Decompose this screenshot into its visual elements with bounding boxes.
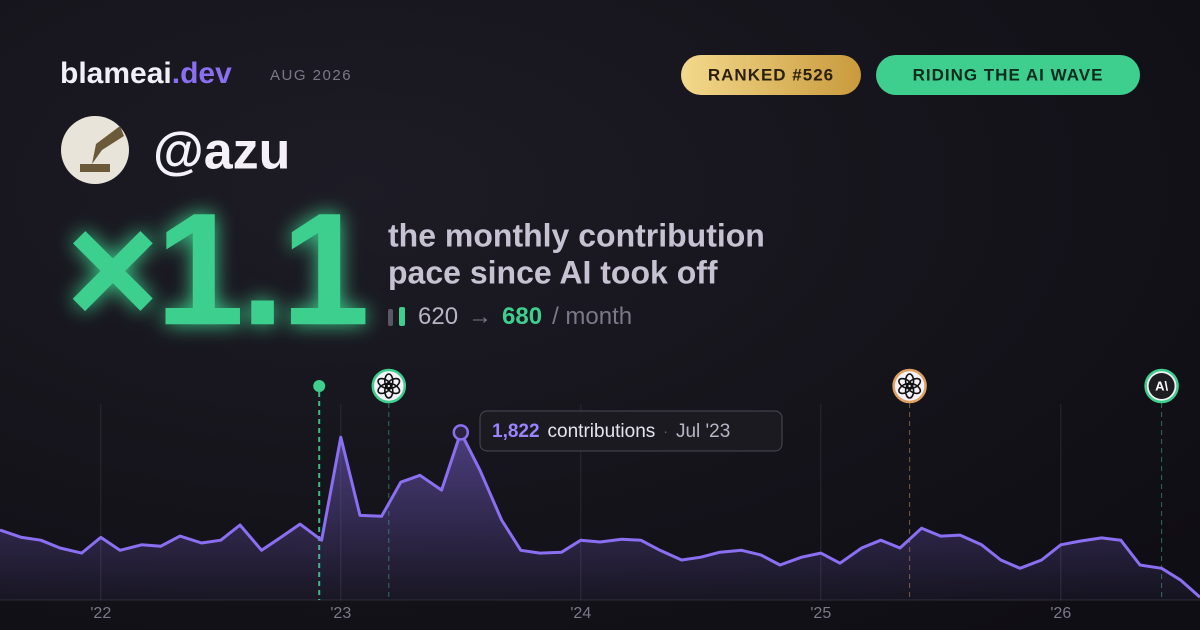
arrow: → bbox=[468, 303, 492, 330]
site-suffix: .dev bbox=[172, 57, 232, 90]
tooltip-sep: · bbox=[663, 423, 668, 439]
status-badge bbox=[876, 55, 1140, 95]
x-tick-label: '24 bbox=[570, 605, 591, 622]
x-tick-label: '26 bbox=[1050, 605, 1071, 622]
rank-badge-text: RANKED #526 bbox=[708, 65, 834, 84]
caption-line: pace since AI took off bbox=[388, 254, 718, 290]
rank-badge bbox=[681, 55, 861, 95]
unit: / month bbox=[552, 303, 632, 330]
caption-line: the monthly contribution bbox=[388, 217, 765, 253]
highlight-point bbox=[452, 424, 470, 441]
handle: @azu bbox=[153, 123, 290, 181]
pace-stats: 620 → 680 / month bbox=[418, 303, 632, 330]
openai-petal bbox=[898, 377, 913, 390]
tooltip bbox=[479, 410, 783, 452]
chart: '22 '23 '24 '25 '26 A\ 1,822 contributions · Jul … bbox=[0, 368, 1200, 622]
tooltip-label: contributions bbox=[548, 421, 656, 442]
tooltip-value: 1,822 bbox=[492, 421, 540, 442]
event-label: A\ bbox=[1155, 378, 1168, 393]
x-tick-label: '22 bbox=[90, 605, 111, 622]
openai-petal bbox=[377, 377, 392, 390]
tooltip-date: Jul '23 bbox=[676, 421, 730, 442]
status-badge-text: RIDING THE AI WAVE bbox=[913, 65, 1104, 84]
multiplier: ×1.1 bbox=[66, 179, 366, 358]
tooltip-text: 1,822 contributions · Jul '23 bbox=[492, 421, 730, 442]
x-tick-label: '23 bbox=[330, 605, 351, 622]
x-tick-label: '25 bbox=[810, 605, 831, 622]
before-value: 620 bbox=[418, 303, 458, 330]
event-icon-bg bbox=[1148, 373, 1175, 399]
line-area bbox=[0, 432, 1200, 600]
brand: blameai.dev bbox=[60, 57, 232, 90]
line bbox=[0, 430, 1200, 599]
after-value: 680 bbox=[502, 303, 542, 330]
event-dot bbox=[313, 380, 326, 392]
avatar-icon bbox=[80, 126, 124, 172]
before-swatch bbox=[388, 309, 393, 326]
date: AUG 2026 bbox=[270, 67, 352, 84]
after-swatch bbox=[399, 307, 405, 326]
site: blameai bbox=[60, 57, 172, 90]
